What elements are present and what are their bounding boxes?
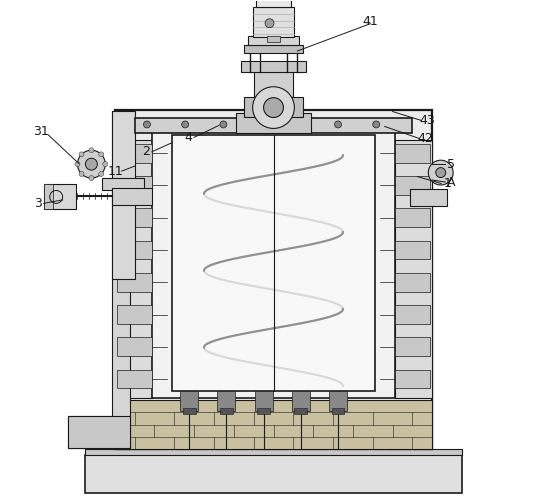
- Bar: [117, 370, 152, 388]
- Bar: [117, 176, 152, 195]
- Bar: [395, 305, 430, 324]
- Bar: [410, 190, 447, 206]
- Circle shape: [265, 19, 274, 27]
- Circle shape: [85, 158, 97, 170]
- Bar: [135, 118, 412, 133]
- Bar: [152, 130, 395, 398]
- Polygon shape: [388, 279, 432, 450]
- Circle shape: [428, 160, 453, 185]
- Bar: [115, 140, 152, 398]
- Bar: [255, 391, 272, 411]
- Bar: [217, 391, 235, 411]
- Bar: [117, 273, 152, 292]
- Text: A: A: [447, 176, 456, 189]
- Circle shape: [182, 121, 189, 128]
- Circle shape: [98, 152, 104, 157]
- Circle shape: [436, 168, 446, 178]
- Bar: [395, 176, 430, 195]
- Bar: [115, 400, 432, 450]
- Circle shape: [264, 98, 283, 117]
- Circle shape: [79, 172, 84, 177]
- Bar: [117, 241, 152, 259]
- Bar: [236, 113, 311, 133]
- Text: 31: 31: [33, 125, 49, 138]
- Text: 43: 43: [420, 114, 435, 127]
- Bar: [102, 178, 144, 190]
- Bar: [395, 140, 432, 398]
- Bar: [115, 110, 432, 450]
- Circle shape: [253, 87, 294, 128]
- Text: 41: 41: [363, 15, 378, 28]
- Bar: [256, 0, 291, 7]
- Bar: [292, 391, 310, 411]
- Bar: [253, 7, 294, 37]
- Circle shape: [143, 121, 150, 128]
- Bar: [395, 273, 430, 292]
- Bar: [117, 208, 152, 227]
- Bar: [85, 450, 462, 456]
- Bar: [395, 337, 430, 356]
- Bar: [220, 408, 233, 414]
- Text: 4: 4: [184, 131, 192, 144]
- Circle shape: [75, 162, 80, 167]
- Bar: [395, 370, 430, 388]
- Circle shape: [89, 148, 94, 153]
- Bar: [244, 97, 303, 116]
- Bar: [257, 408, 270, 414]
- Bar: [117, 144, 152, 163]
- Circle shape: [220, 121, 227, 128]
- Bar: [112, 189, 152, 205]
- Bar: [172, 135, 375, 391]
- Bar: [395, 241, 430, 259]
- Bar: [254, 69, 293, 97]
- Bar: [395, 144, 430, 163]
- Bar: [183, 408, 196, 414]
- Bar: [244, 44, 303, 53]
- Bar: [180, 391, 198, 411]
- Text: 1: 1: [443, 177, 451, 190]
- Circle shape: [103, 162, 108, 167]
- Circle shape: [296, 121, 303, 128]
- Bar: [117, 305, 152, 324]
- Text: 42: 42: [417, 132, 433, 145]
- Circle shape: [335, 121, 341, 128]
- Bar: [112, 111, 135, 279]
- Bar: [44, 185, 53, 209]
- Circle shape: [78, 150, 105, 178]
- Circle shape: [258, 121, 265, 128]
- Bar: [85, 456, 462, 493]
- Polygon shape: [68, 111, 130, 448]
- Circle shape: [89, 176, 94, 181]
- Bar: [117, 337, 152, 356]
- Circle shape: [79, 152, 84, 157]
- Circle shape: [98, 172, 104, 177]
- Bar: [248, 36, 299, 45]
- Text: 2: 2: [142, 145, 150, 158]
- Text: 11: 11: [108, 165, 124, 178]
- Text: 5: 5: [447, 158, 455, 171]
- Bar: [329, 391, 347, 411]
- Bar: [241, 61, 306, 72]
- Bar: [331, 408, 345, 414]
- Bar: [395, 208, 430, 227]
- Polygon shape: [115, 279, 159, 450]
- Bar: [267, 36, 280, 42]
- Bar: [44, 185, 77, 209]
- Bar: [294, 408, 307, 414]
- Bar: [68, 416, 130, 448]
- Circle shape: [373, 121, 380, 128]
- Text: 3: 3: [34, 197, 42, 210]
